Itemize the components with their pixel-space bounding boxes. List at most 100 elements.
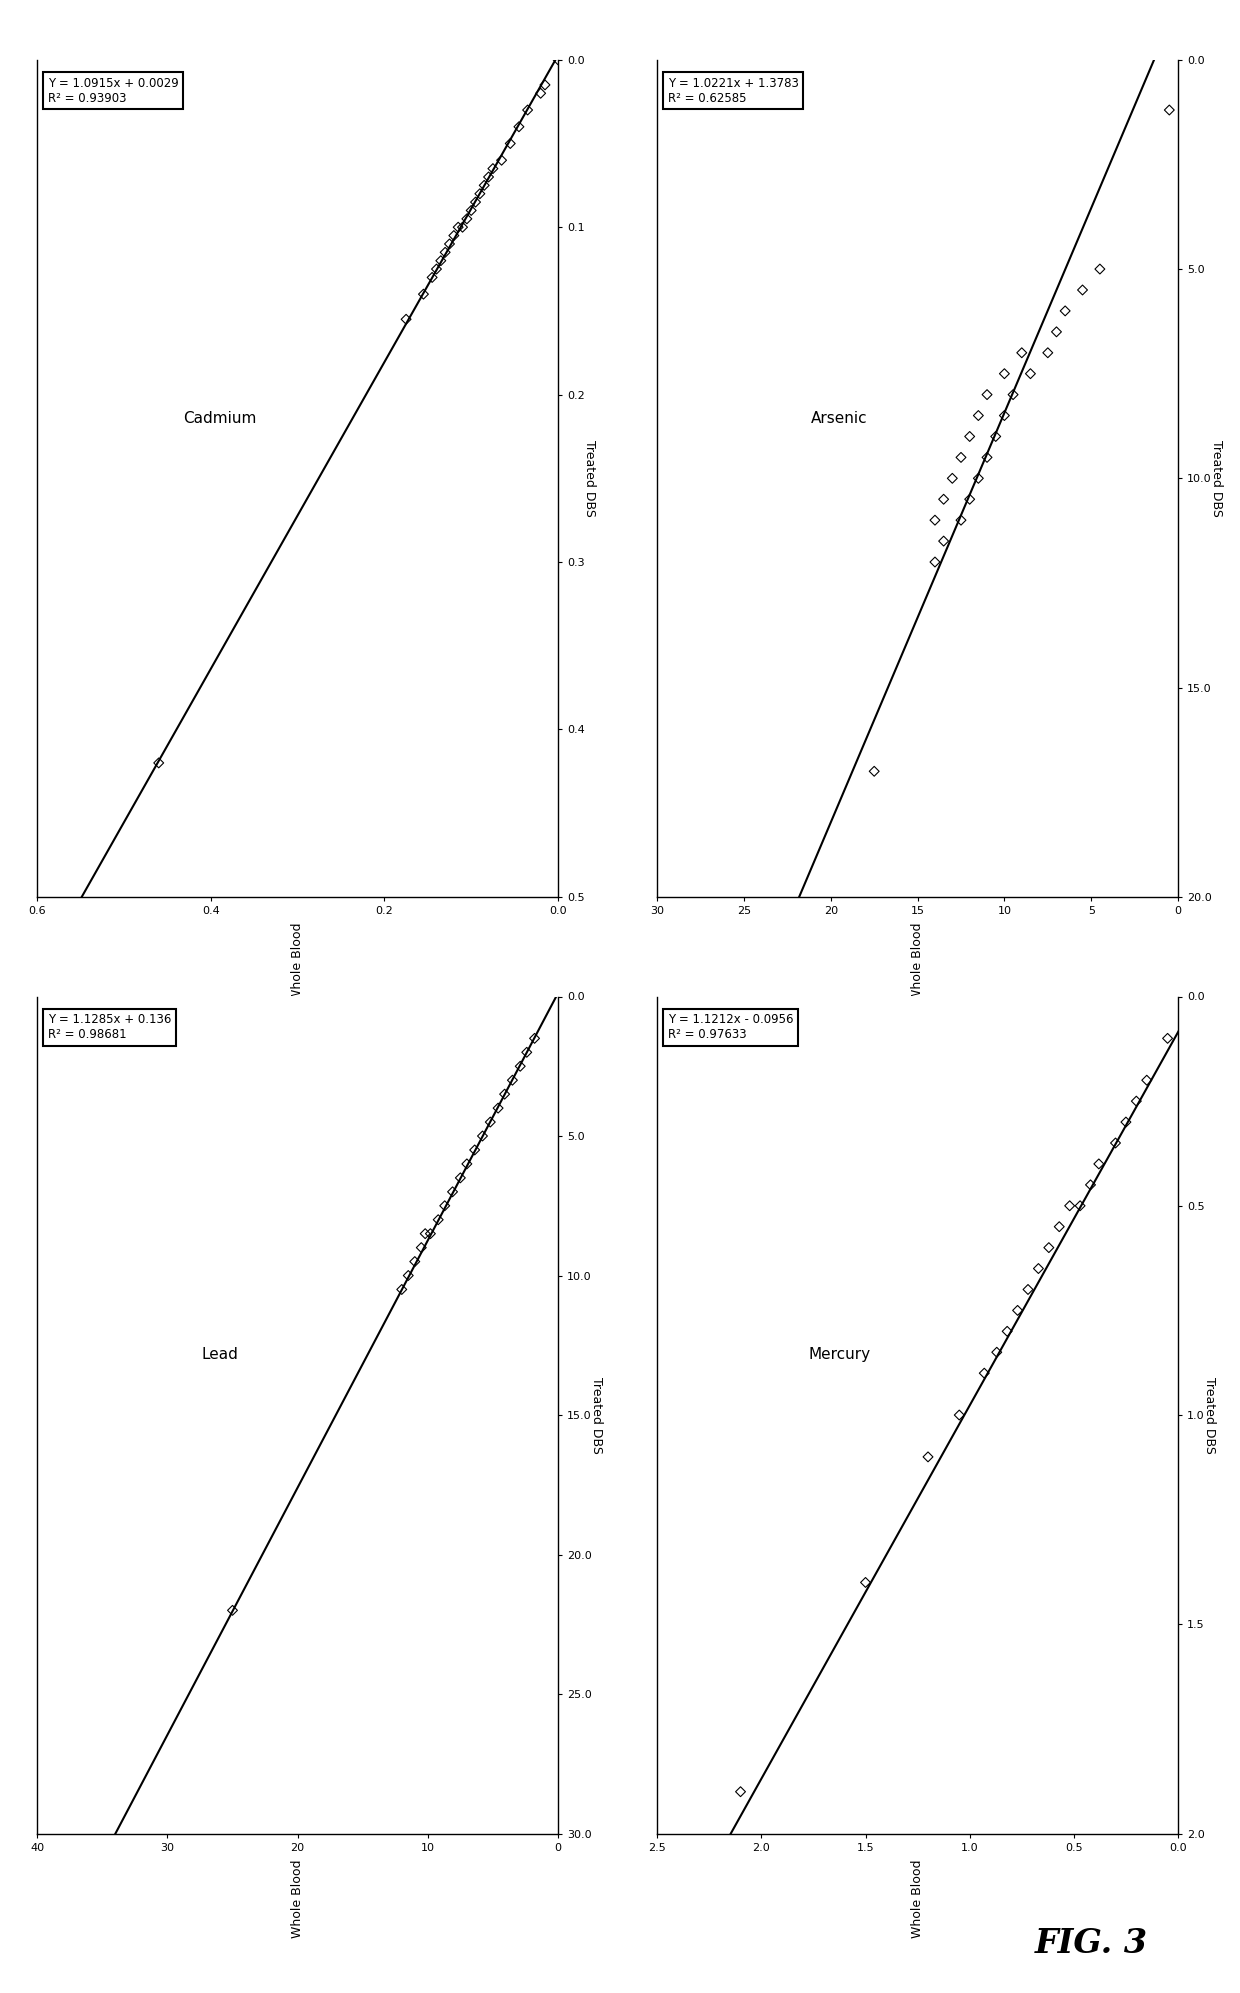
Point (864, 755, 884, 787)
Point (223, 1594, 243, 1626)
Point (934, 484, 954, 516)
Point (398, 1260, 418, 1291)
Point (479, 161, 498, 193)
Point (1116, 1106, 1136, 1138)
Point (986, 421, 1006, 452)
Point (1038, 337, 1058, 369)
Text: Y = 1.1285x + 0.136
R² = 0.98681: Y = 1.1285x + 0.136 R² = 0.98681 (47, 1012, 171, 1040)
Point (453, 211, 472, 243)
Point (997, 1315, 1017, 1347)
Title: Cadmium: Cadmium (182, 411, 257, 427)
Point (495, 1078, 515, 1110)
Point (968, 401, 988, 432)
Point (420, 1218, 440, 1250)
Point (856, 1566, 875, 1598)
Point (918, 1441, 937, 1473)
Point (1089, 1148, 1109, 1180)
Point (439, 227, 459, 259)
Point (968, 462, 988, 494)
Point (470, 177, 490, 209)
Point (1073, 273, 1092, 305)
Y-axis label: Treated DBS: Treated DBS (583, 440, 596, 516)
Point (422, 261, 441, 293)
Point (1039, 1232, 1059, 1264)
Point (456, 1148, 476, 1180)
Point (450, 1162, 470, 1194)
Point (1003, 379, 1023, 411)
Point (960, 484, 980, 516)
Point (1137, 1064, 1157, 1096)
Point (925, 546, 945, 578)
Point (472, 1120, 492, 1152)
Point (444, 219, 464, 251)
Point (397, 303, 417, 335)
Point (536, 70, 556, 102)
Point (435, 237, 455, 269)
Point (1028, 1254, 1048, 1285)
Point (531, 78, 551, 110)
Point (977, 379, 997, 411)
Point (951, 442, 971, 474)
Point (951, 504, 971, 536)
Point (950, 1399, 970, 1431)
Point (432, 245, 451, 277)
Point (518, 94, 538, 126)
Point (474, 169, 494, 201)
Point (934, 526, 954, 558)
Point (1070, 1190, 1090, 1222)
Point (1060, 1190, 1080, 1222)
Point (415, 1218, 435, 1250)
Point (977, 442, 997, 474)
Point (404, 1246, 424, 1278)
Point (465, 185, 485, 217)
Point (480, 1106, 500, 1138)
X-axis label: Whole Blood: Whole Blood (911, 923, 924, 1000)
Point (489, 1092, 508, 1124)
Text: Y = 1.0915x + 0.0029
R² = 0.93903: Y = 1.0915x + 0.0029 R² = 0.93903 (47, 76, 179, 104)
Point (511, 1050, 531, 1082)
Point (1055, 295, 1075, 327)
Point (1008, 1295, 1028, 1327)
Point (491, 143, 511, 175)
Point (428, 1204, 448, 1236)
Point (461, 195, 481, 227)
Point (1159, 94, 1179, 126)
Point (525, 1022, 544, 1054)
Point (994, 401, 1014, 432)
Point (1047, 315, 1066, 347)
Text: FIG. 3: FIG. 3 (1034, 1927, 1148, 1959)
Point (427, 253, 446, 285)
Point (994, 359, 1014, 391)
Point (1049, 1212, 1069, 1244)
Point (730, 1776, 750, 1808)
Y-axis label: Treated DBS: Treated DBS (590, 1377, 603, 1453)
Title: Arsenic: Arsenic (811, 411, 868, 427)
X-axis label: Whole Blood: Whole Blood (911, 1859, 924, 1937)
Point (1021, 359, 1040, 391)
Point (942, 462, 962, 494)
Point (414, 279, 434, 311)
Point (482, 153, 503, 185)
Point (1012, 337, 1032, 369)
Point (1158, 1022, 1178, 1054)
Point (443, 1176, 463, 1208)
Point (975, 1357, 994, 1389)
X-axis label: Whole Blood: Whole Blood (291, 1859, 304, 1937)
Point (1080, 1168, 1100, 1200)
Point (412, 1232, 432, 1264)
Point (502, 1064, 522, 1096)
Point (392, 1274, 412, 1305)
Point (456, 203, 476, 235)
Point (510, 112, 529, 143)
Point (925, 504, 945, 536)
Title: Lead: Lead (201, 1347, 238, 1363)
Point (149, 747, 169, 779)
Point (449, 211, 469, 243)
Point (517, 1036, 537, 1068)
Point (1018, 1274, 1038, 1305)
Point (435, 1190, 455, 1222)
Point (1106, 1128, 1126, 1160)
Point (500, 128, 521, 159)
Point (987, 1335, 1007, 1367)
Title: Mercury: Mercury (808, 1347, 870, 1363)
